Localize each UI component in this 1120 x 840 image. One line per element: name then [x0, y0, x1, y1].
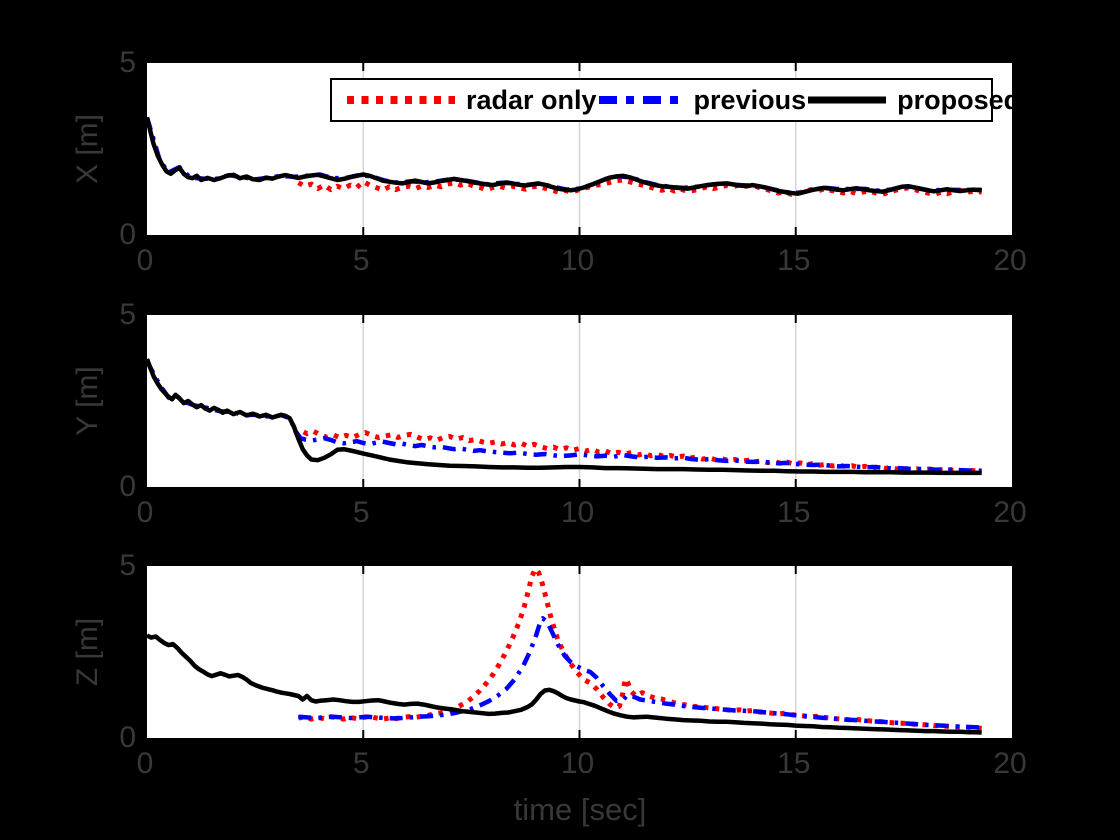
series-radar-only	[297, 566, 982, 731]
x-tick-label: 20	[993, 496, 1027, 529]
x-tick-label: 10	[560, 244, 595, 277]
series-radar-only	[292, 427, 982, 474]
legend-label-radar-only: radar only	[466, 84, 597, 115]
x-tick-label: 20	[993, 244, 1027, 277]
z-subplot-canvas	[147, 566, 982, 738]
series-previous	[298, 616, 982, 730]
time-axis-label: time [sec]	[513, 792, 647, 827]
series-previous	[147, 116, 982, 196]
x-tick-label: 0	[136, 244, 154, 277]
x-tick-label: 0	[136, 747, 154, 780]
x-tick-label: 15	[777, 496, 811, 529]
series-radar-only	[297, 177, 982, 197]
y-subplot-canvas	[147, 315, 982, 487]
x-tick-label: 10	[560, 747, 595, 780]
x-tick-label: 20	[993, 747, 1027, 780]
series-proposed	[147, 358, 982, 476]
z-axis-ylabel: Z [m]	[71, 617, 104, 687]
legend-label-previous: previous	[693, 84, 807, 115]
y-tick-label: 0	[119, 218, 136, 251]
x-tick-label: 15	[777, 747, 811, 780]
y-axis-ylabel: Y [m]	[71, 366, 104, 436]
y-tick-label: 0	[119, 470, 136, 503]
y-tick-label: 5	[119, 549, 136, 582]
y-subplot-xtick-labels: 0 5 10 15 20	[137, 495, 1027, 533]
previous-line-sample-icon	[598, 96, 683, 104]
legend-item-proposed: proposed	[806, 85, 1020, 116]
x-tick-label: 5	[352, 496, 370, 529]
x-tick-label: 5	[352, 244, 370, 277]
legend-item-radar-only: radar only	[345, 85, 597, 116]
x-tick-label: 15	[777, 244, 811, 277]
proposed-line-sample-icon	[808, 96, 887, 104]
legend-item-previous: previous	[597, 84, 807, 116]
x-tick-label: 0	[136, 496, 154, 529]
legend-label-proposed: proposed	[897, 84, 1021, 115]
y-tick-label: 5	[119, 298, 136, 331]
series-proposed	[147, 633, 982, 735]
x-axis-ylabel: X [m]	[71, 114, 104, 185]
y-subplot	[145, 313, 1014, 489]
y-tick-label: 5	[119, 46, 136, 79]
radar-only-line-sample-icon	[347, 96, 455, 104]
x-tick-label: 10	[560, 496, 595, 529]
y-tick-label: 0	[119, 721, 136, 754]
z-subplot-xtick-labels: 0 5 10 15 20	[137, 746, 1027, 784]
x-subplot-xtick-labels: 0 5 10 15 20	[137, 243, 1027, 281]
z-subplot	[145, 564, 1014, 740]
legend: radar only previous proposed	[330, 78, 1020, 122]
x-tick-label: 5	[352, 747, 370, 780]
series-proposed	[147, 116, 982, 196]
